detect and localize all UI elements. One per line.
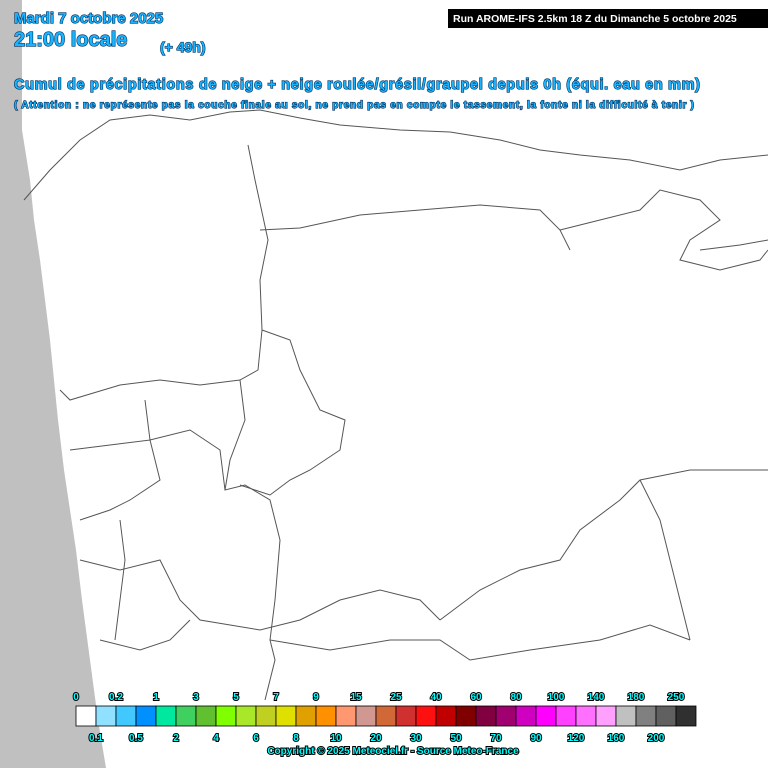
copyright: Copyright © 2025 Meteociel.fr - Source M… — [267, 746, 519, 757]
lead: (+ 49h) — [160, 39, 206, 55]
legend-label: 50 — [450, 733, 462, 744]
legend-label: 120 — [568, 733, 585, 744]
legend-swatch — [275, 705, 297, 727]
legend-swatch — [415, 705, 437, 727]
legend-label: 7 — [273, 692, 279, 703]
legend-swatch — [195, 705, 217, 727]
borders — [23, 109, 768, 701]
legend-swatch — [435, 705, 457, 727]
legend-label: 10 — [330, 733, 342, 744]
legend-label: 180 — [628, 692, 645, 703]
legend-label: 90 — [530, 733, 542, 744]
legend-swatch — [115, 705, 137, 727]
legend-swatch — [575, 705, 597, 727]
legend-label: 8 — [293, 733, 299, 744]
legend-label: 70 — [490, 733, 502, 744]
legend-label: 140 — [588, 692, 605, 703]
legend-swatch — [635, 705, 657, 727]
legend-swatch — [595, 705, 617, 727]
legend-label: 4 — [213, 733, 219, 744]
legend: 0 0.1 0.2 0.5 1 2 3 4 5 6 7 8 9 10 15 20 25 30 40 50 60 70 80 9… — [72, 691, 697, 745]
legend-swatch — [135, 705, 157, 727]
legend-label: 9 — [313, 692, 319, 703]
legend-label: 60 — [470, 692, 482, 703]
legend-label: 2 — [173, 733, 179, 744]
legend-swatch — [175, 705, 197, 727]
legend-swatch — [455, 705, 477, 727]
legend-label: 6 — [253, 733, 259, 744]
legend-label: 200 — [648, 733, 665, 744]
legend-label: 30 — [410, 733, 422, 744]
legend-swatch — [95, 705, 117, 727]
title: Cumul de précipitations de neige + neige… — [14, 77, 700, 93]
run-box — [448, 9, 768, 28]
legend-label: 25 — [390, 692, 402, 703]
legend-swatch — [535, 705, 557, 727]
legend-label: 0.1 — [89, 733, 103, 744]
legend-label: 0.2 — [109, 692, 123, 703]
legend-swatch — [475, 705, 497, 727]
legend-swatch — [495, 705, 517, 727]
legend-swatch — [335, 705, 357, 727]
legend-label: 0.5 — [129, 733, 143, 744]
legend-label: 80 — [510, 692, 522, 703]
legend-swatch — [375, 705, 397, 727]
legend-swatch — [615, 705, 637, 727]
legend-label: 15 — [350, 692, 362, 703]
legend-label: 0 — [73, 692, 79, 703]
legend-swatch — [395, 705, 417, 727]
legend-label: 40 — [430, 692, 442, 703]
note: ( Attention : ne représente pas la couch… — [14, 100, 694, 111]
legend-swatch — [315, 705, 337, 727]
legend-label: 250 — [668, 692, 685, 703]
legend-swatch — [555, 705, 577, 727]
time: 21:00 locale — [14, 29, 127, 51]
legend-swatch — [155, 705, 177, 727]
legend-swatch — [215, 705, 237, 727]
legend-label: 160 — [608, 733, 625, 744]
legend-label: 3 — [193, 692, 199, 703]
legend-label: 5 — [233, 692, 239, 703]
legend-swatch — [675, 705, 697, 727]
legend-swatch — [515, 705, 537, 727]
legend-swatch — [355, 705, 377, 727]
run: Run AROME-IFS 2.5km 18 Z du Dimanche 5 o… — [453, 13, 737, 25]
legend-label: 1 — [153, 692, 159, 703]
legend-swatch — [655, 705, 677, 727]
legend-swatch — [255, 705, 277, 727]
sea — [0, 0, 106, 768]
legend-swatch — [235, 705, 257, 727]
legend-swatch — [295, 705, 317, 727]
legend-label: 20 — [370, 733, 382, 744]
legend-swatch — [75, 705, 97, 727]
date: Mardi 7 octobre 2025 — [14, 10, 163, 27]
legend-label: 100 — [548, 692, 565, 703]
